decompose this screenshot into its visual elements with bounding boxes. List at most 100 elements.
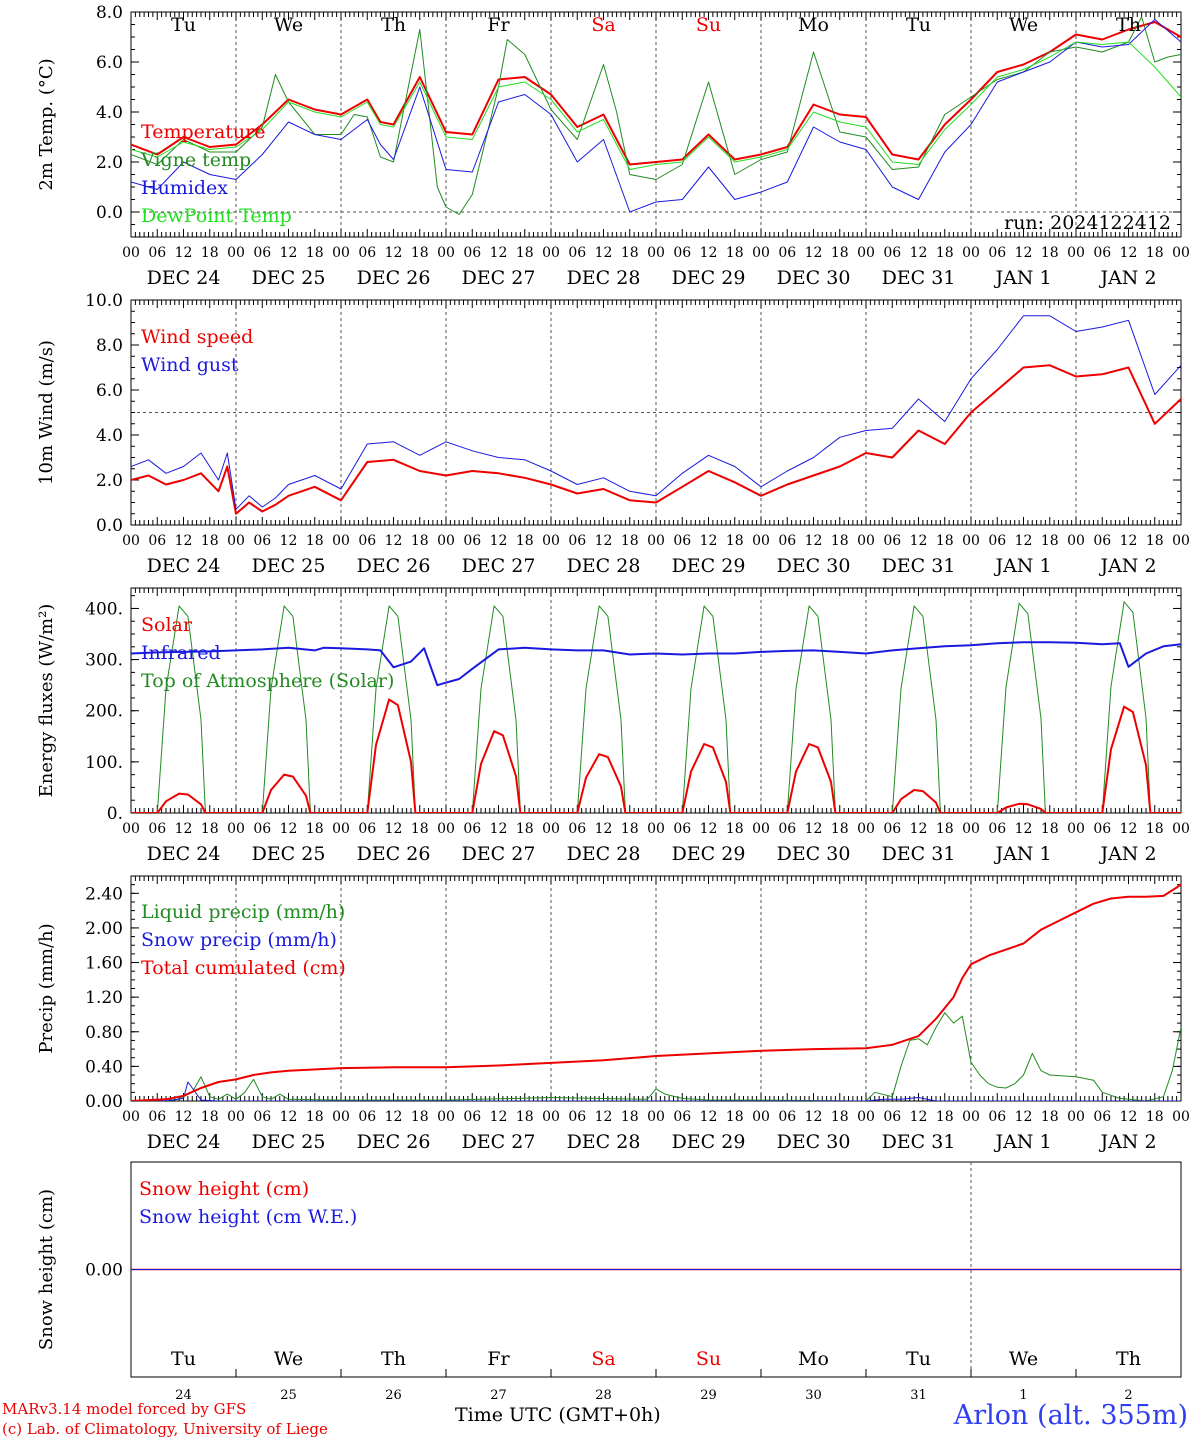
energy-hour-label: 12	[910, 821, 928, 837]
weekday-label: We	[274, 14, 303, 36]
temperature-frame	[130, 11, 1182, 238]
precip-hour-label: 06	[463, 1109, 481, 1125]
energy-date-label: DEC 24	[147, 843, 221, 865]
wind-hour-label: 18	[306, 533, 324, 549]
energy-legend-entry: Solar	[141, 614, 193, 636]
precip-hour-label: 00	[1067, 1109, 1085, 1125]
energy-hour-label: 00	[962, 821, 980, 837]
temperature-hour-label: 12	[490, 245, 508, 261]
snow-weekday-label: We	[1009, 1348, 1038, 1370]
precip-hour-label: 06	[673, 1109, 691, 1125]
temperature-hour-label: 12	[595, 245, 613, 261]
snow-weekday-label: Mo	[798, 1348, 829, 1370]
precip-hour-label: 00	[227, 1109, 245, 1125]
energy-series-solar	[131, 698, 1181, 813]
energy-legend-entry: Infrared	[141, 642, 221, 664]
snow-day-number: 30	[805, 1388, 822, 1403]
energy-hour-label: 18	[621, 821, 639, 837]
precip-y-tick-label: 0.00	[85, 1092, 123, 1112]
temperature-hour-label: 06	[463, 245, 481, 261]
precip-date-label: DEC 24	[147, 1131, 221, 1153]
precip-hour-label: 18	[936, 1109, 954, 1125]
wind-hour-label: 06	[253, 533, 271, 549]
weekday-label: We	[1009, 14, 1038, 36]
precip-series-liquid-precip-mm-h-	[131, 1012, 1181, 1101]
temperature-y-tick-label: 0.0	[96, 203, 123, 223]
wind-date-label: DEC 31	[882, 555, 956, 577]
precip-hour-label: 12	[595, 1109, 613, 1125]
wind-hour-label: 18	[831, 533, 849, 549]
temperature-date-label: DEC 26	[357, 267, 431, 289]
snow-weekday-label: Tu	[906, 1348, 931, 1370]
energy-hour-label: 00	[857, 821, 875, 837]
weekday-label: Th	[1116, 14, 1141, 36]
time-axis-label: Time UTC (GMT+0h)	[455, 1404, 661, 1426]
temperature-y-axis-label: 2m Temp. (°C)	[36, 58, 57, 190]
wind-hour-label: 18	[516, 533, 534, 549]
wind-hour-label: 12	[1120, 533, 1138, 549]
precip-hour-label: 18	[726, 1109, 744, 1125]
wind-date-label: DEC 28	[567, 555, 641, 577]
energy-hour-label: 12	[805, 821, 823, 837]
energy-hour-label: 12	[490, 821, 508, 837]
precip-date-label: DEC 27	[462, 1131, 536, 1153]
precip-hour-label: 06	[358, 1109, 376, 1125]
temperature-hour-label: 18	[411, 245, 429, 261]
temperature-date-label: DEC 31	[882, 267, 956, 289]
precip-hour-label: 12	[1120, 1109, 1138, 1125]
temperature-hour-label: 18	[516, 245, 534, 261]
snow-day-number: 28	[595, 1388, 612, 1403]
temperature-hour-label: 12	[1015, 245, 1033, 261]
precip-date-label: DEC 30	[777, 1131, 851, 1153]
precip-hour-label: 12	[805, 1109, 823, 1125]
energy-hour-label: 18	[411, 821, 429, 837]
wind-hour-label: 00	[437, 533, 455, 549]
temperature-y-tick-label: 4.0	[96, 103, 123, 123]
wind-date-label: DEC 26	[357, 555, 431, 577]
temperature-legend-entry: Temperature	[141, 121, 265, 143]
temperature-hour-label: 00	[1172, 245, 1190, 261]
station-name: Arlon (alt. 355m)	[953, 1400, 1188, 1431]
temperature-hour-label: 00	[542, 245, 560, 261]
temperature-series-humidex	[131, 19, 1181, 213]
precip-hour-label: 00	[332, 1109, 350, 1125]
model-credit-line1: MARv3.14 model forced by GFS	[2, 1400, 247, 1418]
wind-hour-label: 18	[621, 533, 639, 549]
energy-hour-label: 18	[1041, 821, 1059, 837]
temperature-hour-label: 00	[332, 245, 350, 261]
wind-hour-label: 18	[201, 533, 219, 549]
weekday-label: Mo	[798, 14, 829, 36]
wind-hour-label: 12	[910, 533, 928, 549]
temperature-date-label: DEC 28	[567, 267, 641, 289]
precip-legend-entry: Liquid precip (mm/h)	[141, 901, 345, 923]
temperature-hour-label: 12	[175, 245, 193, 261]
precip-series-snow-precip-mm-h-	[131, 1081, 1181, 1101]
wind-panel	[130, 299, 1182, 526]
wind-hour-label: 00	[332, 533, 350, 549]
temperature-hour-label: 06	[1093, 245, 1111, 261]
wind-hour-label: 18	[411, 533, 429, 549]
precip-hour-label: 18	[516, 1109, 534, 1125]
precip-hour-label: 06	[253, 1109, 271, 1125]
energy-date-label: DEC 29	[672, 843, 746, 865]
precip-hour-label: 12	[280, 1109, 298, 1125]
energy-hour-label: 06	[253, 821, 271, 837]
temperature-hour-label: 18	[1146, 245, 1164, 261]
wind-date-label: DEC 24	[147, 555, 221, 577]
precip-y-tick-label: 1.20	[85, 988, 123, 1008]
snow-day-number: 25	[280, 1388, 297, 1403]
weekday-label: Tu	[906, 14, 931, 36]
temperature-hour-label: 06	[148, 245, 166, 261]
snow-legend-entry: Snow height (cm W.E.)	[139, 1206, 357, 1228]
weekday-label: Sa	[591, 14, 615, 36]
precip-date-label: JAN 1	[993, 1131, 1051, 1153]
wind-hour-label: 00	[647, 533, 665, 549]
energy-hour-label: 12	[595, 821, 613, 837]
wind-hour-label: 00	[122, 533, 140, 549]
temperature-hour-label: 00	[962, 245, 980, 261]
snow-day-number: 24	[175, 1388, 192, 1403]
weekday-label: Fr	[487, 14, 510, 36]
wind-hour-label: 12	[280, 533, 298, 549]
temperature-hour-label: 00	[1067, 245, 1085, 261]
temperature-hour-label: 12	[1120, 245, 1138, 261]
